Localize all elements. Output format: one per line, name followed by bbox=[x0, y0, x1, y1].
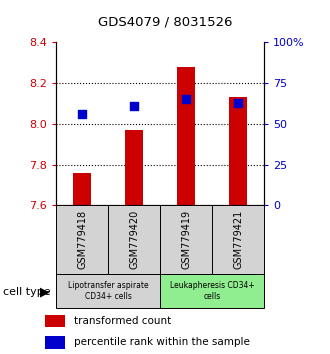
Text: GDS4079 / 8031526: GDS4079 / 8031526 bbox=[98, 16, 232, 29]
Bar bbox=[45, 336, 65, 349]
Text: GSM779421: GSM779421 bbox=[233, 210, 243, 269]
Text: GSM779418: GSM779418 bbox=[77, 210, 87, 269]
Bar bbox=[160, 205, 212, 274]
Text: transformed count: transformed count bbox=[74, 316, 171, 326]
Bar bbox=[56, 274, 160, 308]
Bar bbox=[73, 173, 91, 205]
Bar bbox=[125, 130, 143, 205]
Text: GSM779420: GSM779420 bbox=[129, 210, 139, 269]
Text: Lipotransfer aspirate
CD34+ cells: Lipotransfer aspirate CD34+ cells bbox=[68, 281, 148, 301]
Bar bbox=[212, 205, 264, 274]
Bar bbox=[177, 67, 195, 205]
Bar bbox=[56, 205, 108, 274]
Point bbox=[183, 97, 189, 102]
Bar bbox=[45, 315, 65, 327]
Bar bbox=[160, 274, 264, 308]
Text: cell type: cell type bbox=[3, 287, 51, 297]
Point bbox=[235, 100, 241, 105]
Point bbox=[80, 111, 85, 117]
Text: GSM779419: GSM779419 bbox=[181, 210, 191, 269]
Text: percentile rank within the sample: percentile rank within the sample bbox=[74, 337, 249, 348]
Bar bbox=[229, 97, 247, 205]
Text: Leukapheresis CD34+
cells: Leukapheresis CD34+ cells bbox=[170, 281, 254, 301]
Text: ▶: ▶ bbox=[40, 286, 50, 298]
Point bbox=[131, 103, 137, 109]
Bar bbox=[108, 205, 160, 274]
